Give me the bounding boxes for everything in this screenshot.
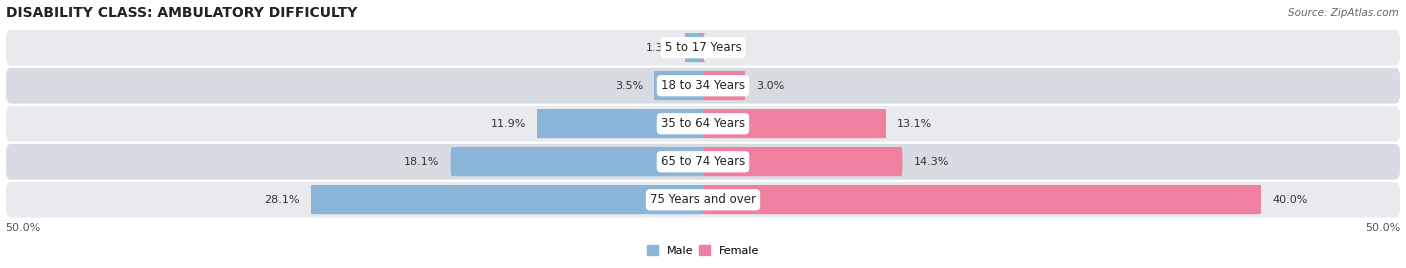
Text: 75 Years and over: 75 Years and over xyxy=(650,193,756,206)
FancyBboxPatch shape xyxy=(703,185,1261,214)
Text: 1.3%: 1.3% xyxy=(645,43,673,53)
FancyBboxPatch shape xyxy=(311,185,703,214)
Bar xyxy=(703,71,745,100)
Text: 5 to 17 Years: 5 to 17 Years xyxy=(665,41,741,54)
FancyBboxPatch shape xyxy=(703,71,745,100)
Text: DISABILITY CLASS: AMBULATORY DIFFICULTY: DISABILITY CLASS: AMBULATORY DIFFICULTY xyxy=(6,6,357,20)
FancyBboxPatch shape xyxy=(6,144,1400,180)
FancyBboxPatch shape xyxy=(6,182,1400,218)
Text: 35 to 64 Years: 35 to 64 Years xyxy=(661,117,745,130)
Bar xyxy=(537,109,703,138)
Text: 3.0%: 3.0% xyxy=(756,81,785,91)
Text: 50.0%: 50.0% xyxy=(1365,223,1400,233)
FancyBboxPatch shape xyxy=(537,109,703,138)
Bar xyxy=(311,185,703,214)
Text: 0.0%: 0.0% xyxy=(714,43,742,53)
Text: 14.3%: 14.3% xyxy=(914,157,949,167)
FancyBboxPatch shape xyxy=(6,106,1400,142)
Bar xyxy=(703,185,1261,214)
FancyBboxPatch shape xyxy=(703,109,886,138)
Bar xyxy=(685,33,703,62)
FancyBboxPatch shape xyxy=(654,71,703,100)
FancyBboxPatch shape xyxy=(6,30,1400,66)
FancyBboxPatch shape xyxy=(450,147,703,176)
Text: 40.0%: 40.0% xyxy=(1272,195,1308,205)
Bar xyxy=(654,71,703,100)
Text: 65 to 74 Years: 65 to 74 Years xyxy=(661,155,745,168)
Text: 28.1%: 28.1% xyxy=(264,195,299,205)
Legend: Male, Female: Male, Female xyxy=(643,241,763,260)
Bar xyxy=(703,109,886,138)
Bar xyxy=(450,147,703,176)
FancyBboxPatch shape xyxy=(700,33,706,62)
Text: 18 to 34 Years: 18 to 34 Years xyxy=(661,79,745,92)
Text: 3.5%: 3.5% xyxy=(614,81,643,91)
FancyBboxPatch shape xyxy=(685,33,703,62)
FancyBboxPatch shape xyxy=(6,68,1400,104)
Bar xyxy=(703,147,903,176)
Text: 50.0%: 50.0% xyxy=(6,223,41,233)
Text: 13.1%: 13.1% xyxy=(897,119,932,129)
Text: Source: ZipAtlas.com: Source: ZipAtlas.com xyxy=(1288,8,1399,18)
FancyBboxPatch shape xyxy=(703,147,903,176)
Text: 18.1%: 18.1% xyxy=(404,157,439,167)
Text: 11.9%: 11.9% xyxy=(491,119,526,129)
